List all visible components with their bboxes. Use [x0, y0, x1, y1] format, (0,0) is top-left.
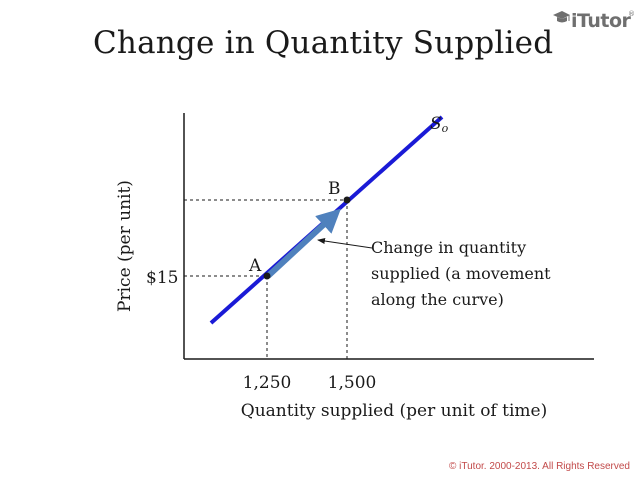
x-axis-label: Quantity supplied (per unit of time) — [241, 401, 547, 421]
point-a — [263, 272, 271, 280]
logo-registered-mark: ® — [628, 10, 635, 18]
quantity-tick-a-label: 1,250 — [243, 373, 292, 393]
page-title: Change in Quantity Supplied — [93, 25, 554, 61]
curve-label: So — [430, 114, 449, 135]
point-b-label: B — [328, 179, 341, 199]
logo-text: iTutor — [571, 10, 631, 32]
curve-label-subscript: o — [442, 122, 449, 135]
annotation-text: Change in quantity supplied (a movement … — [371, 238, 556, 309]
price-tick-label: $15 — [146, 268, 178, 288]
quantity-tick-b-label: 1,500 — [328, 373, 377, 393]
annotation-line: supplied (a movement — [371, 264, 551, 283]
y-axis-label: Price (per unit) — [115, 180, 135, 312]
graduation-cap-icon — [553, 11, 570, 23]
annotation-line: along the curve) — [371, 290, 504, 309]
point-b — [343, 196, 351, 204]
movement-arrow — [265, 208, 341, 279]
point-a-label: A — [248, 256, 262, 276]
annotation-pointer — [317, 238, 373, 249]
itutor-logo: iTutor ® — [551, 8, 635, 34]
annotation-line: Change in quantity — [371, 238, 526, 257]
copyright-notice: © iTutor. 2000-2013. All Rights Reserved — [449, 461, 630, 472]
